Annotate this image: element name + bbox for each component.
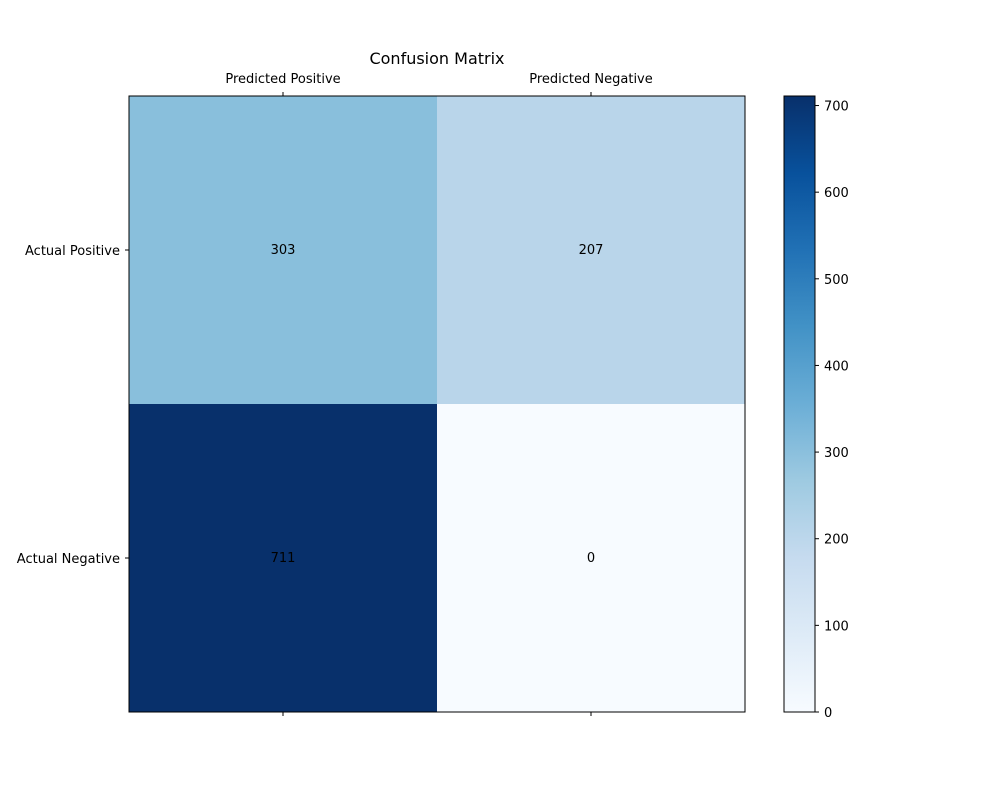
cell-value-label: 0 (587, 551, 595, 566)
x-tick-label: Predicted Negative (529, 72, 653, 87)
heatmap-cell-r1-c0 (129, 404, 437, 712)
y-tick-label: Actual Positive (25, 244, 120, 259)
cell-value-label: 303 (271, 243, 296, 258)
colorbar-tick-label: 700 (824, 100, 849, 115)
colorbar-axis: 0 100 200 300 400 500 600 700 (815, 100, 849, 721)
cell-value-label: 711 (271, 551, 296, 566)
colorbar (783, 95, 816, 713)
heatmap-cells (129, 96, 745, 712)
colorbar-tick-label: 100 (824, 619, 849, 634)
heatmap-cell-r0-c1 (437, 96, 745, 404)
x-tick-label: Predicted Positive (225, 72, 340, 87)
chart-title: Confusion Matrix (369, 49, 504, 68)
heatmap-cell-r1-c1 (437, 404, 745, 712)
colorbar-tick-label: 200 (824, 533, 849, 548)
colorbar-tick-label: 600 (824, 186, 849, 201)
plot-frame (128, 95, 746, 713)
heatmap-cell-labels: 303 207 711 0 (271, 243, 604, 566)
y-tick-label: Actual Negative (17, 552, 120, 567)
colorbar-tick-label: 300 (824, 446, 849, 461)
cell-value-label: 207 (579, 243, 604, 258)
heatmap-cell-r0-c0 (129, 96, 437, 404)
x-axis: Predicted Positive Predicted Negative (225, 72, 653, 716)
colorbar-tick-label: 0 (824, 706, 832, 721)
colorbar-tick-label: 400 (824, 359, 849, 374)
y-axis: Actual Positive Actual Negative (17, 244, 129, 567)
colorbar-tick-label: 500 (824, 273, 849, 288)
